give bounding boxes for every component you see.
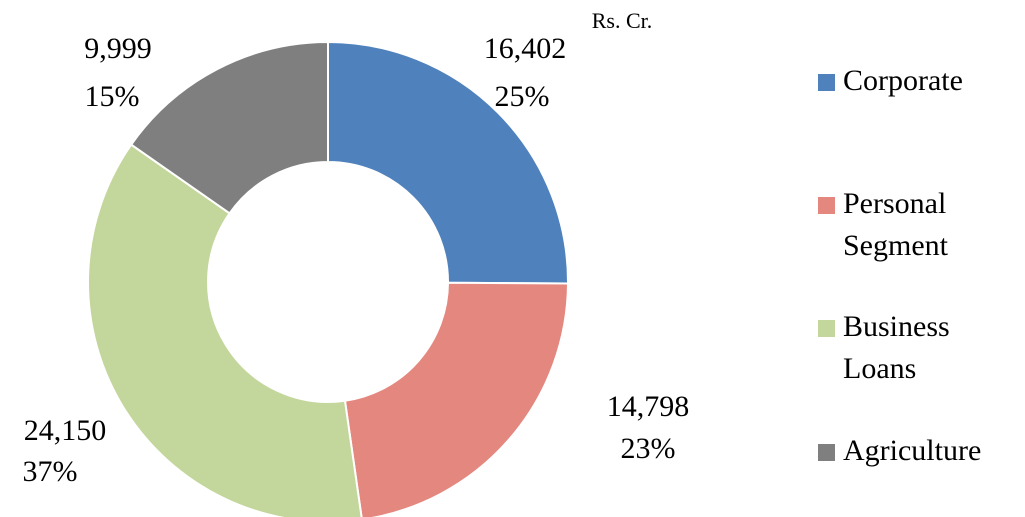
value-label: 16,402: [484, 32, 567, 65]
unit-label: Rs. Cr.: [592, 8, 653, 33]
legend-item: Corporate: [818, 60, 1018, 102]
legend-item: Business Loans: [818, 306, 1018, 390]
percent-label: 23%: [621, 432, 676, 465]
legend-swatch: [818, 444, 835, 461]
legend-item: Personal Segment: [818, 183, 1018, 267]
donut-slice: [129, 40, 329, 215]
legend-label: Agriculture: [843, 434, 982, 467]
value-label: 14,798: [607, 390, 690, 423]
percent-label: 15%: [85, 80, 140, 113]
donut-slice: [343, 281, 570, 517]
legend-item: Agriculture: [818, 430, 1018, 472]
legend-label: Personal Segment: [843, 187, 948, 262]
legend-swatch: [818, 320, 835, 337]
value-label: 24,150: [24, 414, 107, 447]
donut-slice: [327, 40, 569, 285]
legend-label: Corporate: [843, 64, 963, 97]
percent-label: 37%: [23, 455, 78, 488]
value-label: 9,999: [84, 32, 152, 65]
legend-swatch: [818, 74, 835, 91]
legend-swatch: [818, 197, 835, 214]
percent-label: 25%: [495, 80, 550, 113]
donut-slice: [87, 143, 363, 517]
legend-label: Business Loans: [843, 310, 950, 385]
